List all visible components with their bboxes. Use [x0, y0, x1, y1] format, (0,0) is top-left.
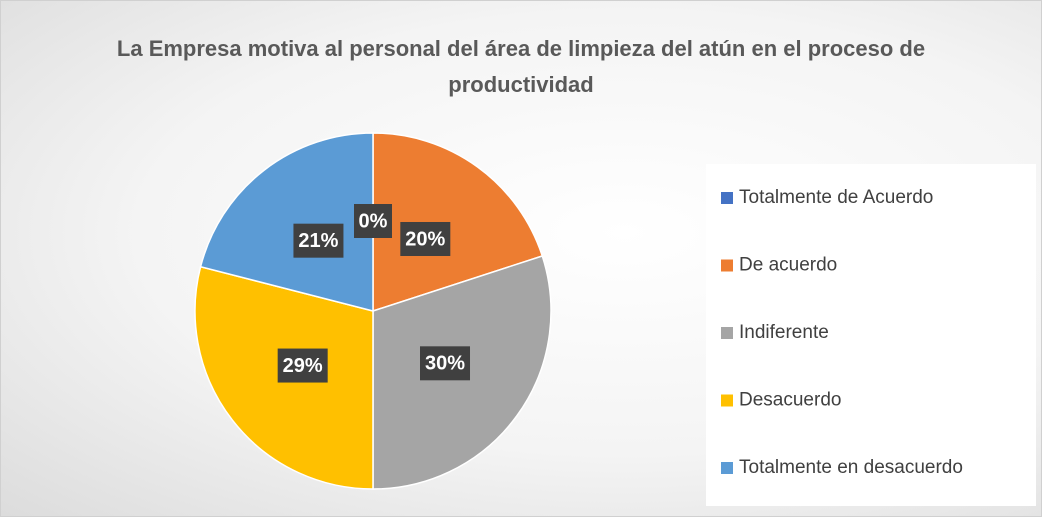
legend-swatch: [721, 462, 733, 474]
data-label-box: [293, 223, 344, 258]
legend-swatch: [721, 192, 733, 204]
legend-label: Desacuerdo: [739, 390, 841, 411]
data-label-box: [354, 204, 392, 238]
data-label: 30%: [425, 353, 465, 375]
data-label: 20%: [405, 228, 445, 250]
pie-slice: [372, 132, 544, 313]
legend-swatch: [721, 327, 733, 339]
legend-swatch: [721, 394, 733, 407]
legend-label: Indiferente: [739, 322, 829, 343]
legend-box: [706, 164, 1036, 506]
data-label: 0%: [359, 210, 388, 232]
data-label: 29%: [283, 355, 323, 377]
data-label: 21%: [298, 230, 338, 252]
legend-swatch: [721, 259, 733, 272]
pie-slice: [199, 132, 374, 312]
legend-label: Totalmente de Acuerdo: [739, 187, 933, 208]
legend-label: Totalmente en desacuerdo: [739, 457, 963, 478]
data-label-box: [420, 346, 471, 381]
chart-title: La Empresa motiva al personal del área d…: [116, 36, 926, 97]
data-label-box: [277, 348, 328, 383]
data-label-box: [400, 221, 451, 256]
legend-label: De acuerdo: [739, 255, 837, 276]
